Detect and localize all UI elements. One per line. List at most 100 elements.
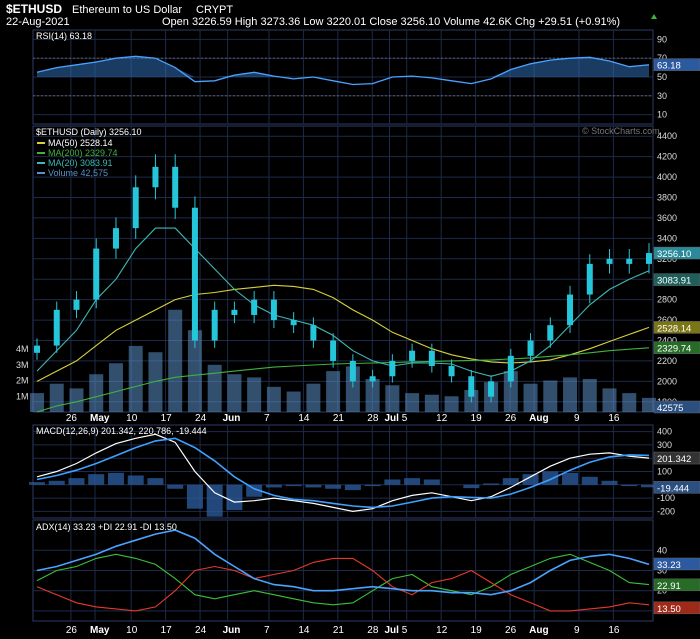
- y-tick-label: 2400: [657, 336, 677, 346]
- price-tag-ma200: 2329.74: [657, 344, 691, 355]
- volume-bar: [582, 378, 597, 412]
- legend-entry: MA(50) 2528.14: [48, 138, 113, 148]
- volume-bar: [444, 396, 459, 412]
- minus-di-tag-bg: [653, 601, 700, 615]
- price-candle: [567, 294, 574, 326]
- price-tag-ma200-bg: [653, 341, 700, 354]
- x-tick-label: 5: [402, 413, 408, 424]
- rsi-line: [36, 55, 650, 86]
- symbol-label: $ETHUSD: [6, 2, 62, 16]
- macd-hist-tag-bg: [653, 481, 700, 494]
- price-candle: [507, 355, 514, 382]
- y-tick-label: 4000: [657, 172, 677, 182]
- y-tick-label: 400: [657, 427, 672, 437]
- volume-bar: [108, 363, 123, 412]
- price-candle: [310, 325, 317, 341]
- ma20-line: [36, 227, 650, 377]
- x-tick-label: 19: [471, 413, 483, 424]
- macd-histogram-bar: [463, 484, 480, 489]
- macd-histogram-bar: [48, 480, 65, 485]
- x-axis-upper: 26 May 10 17 24 Jun 7 14 21 28 Jul 5 12 19 26 Aug 9 16: [66, 413, 620, 424]
- x-tick-label: 10: [126, 625, 138, 636]
- x-tick-label: Jul: [385, 625, 400, 636]
- price-candle: [290, 320, 297, 326]
- x-tick-label: 12: [436, 625, 448, 636]
- rsi-title: RSI(14) 63.18: [36, 31, 92, 41]
- macd-histogram-bar: [404, 478, 421, 485]
- legend-entry: Volume 42,575: [48, 168, 108, 178]
- price-tag-close: 3256.10: [657, 249, 691, 260]
- price-candle: [132, 187, 139, 229]
- price-candle: [428, 350, 435, 367]
- y-tick-label: 30: [657, 91, 667, 101]
- x-tick-label: Jun: [223, 413, 241, 424]
- y-tick-label: 2600: [657, 315, 677, 325]
- price-candle: [488, 381, 495, 397]
- y-tick-label: 3800: [657, 193, 677, 203]
- y-tick-label: 30: [657, 566, 667, 576]
- price-candle: [448, 366, 455, 377]
- y-tick-label: 90: [657, 34, 667, 44]
- minus-di-line: [36, 557, 650, 612]
- panel-frame: [32, 125, 654, 413]
- x-tick-label: 16: [608, 625, 620, 636]
- price-candle: [586, 263, 593, 295]
- x-tick-label: 14: [298, 625, 310, 636]
- volume-bar: [168, 309, 183, 412]
- macd-histogram-bar: [226, 484, 243, 511]
- instrument-name: Ethereum to US Dollar: [72, 4, 182, 16]
- rsi-value-tag-bg: [653, 58, 700, 71]
- price-candle: [626, 258, 633, 264]
- x-tick-label: 12: [436, 413, 448, 424]
- macd-histogram-bar: [581, 476, 598, 485]
- x-tick-label: 16: [608, 413, 620, 424]
- x-tick-label: 26: [505, 413, 517, 424]
- ohlc-summary: Open 3226.59 High 3273.36 Low 3220.01 Cl…: [162, 16, 620, 28]
- adx-title: ADX(14) 33.23 +DI 22.91 -DI 13.50: [36, 522, 177, 532]
- price-candle: [152, 166, 159, 188]
- macd-histogram-bar: [206, 484, 223, 517]
- price-tag-volume-bg: [653, 400, 700, 414]
- legend-entry: MA(20) 3083.91: [48, 158, 113, 168]
- macd-histogram-bar: [167, 484, 184, 489]
- x-tick-label: Jun: [223, 625, 241, 636]
- volume-bar: [345, 366, 360, 412]
- date-label: 22-Aug-2021: [6, 16, 70, 28]
- macd-histogram-bar: [29, 482, 45, 485]
- volume-bar: [148, 352, 163, 412]
- price-tag-volume: 42575: [657, 403, 683, 414]
- x-tick-label: 7: [264, 625, 270, 636]
- volume-bar: [543, 380, 558, 412]
- volume-bar: [642, 397, 656, 412]
- y-tick-label: 40: [657, 545, 667, 555]
- y-tick-label: -200: [657, 506, 675, 516]
- macd-histogram-bar: [621, 484, 638, 487]
- x-tick-label: 19: [471, 625, 483, 636]
- adx-line: [36, 529, 650, 596]
- volume-tick-label: 2M: [16, 376, 29, 386]
- price-tag-ma20: 3083.91: [657, 276, 691, 287]
- x-tick-label: 28: [367, 413, 379, 424]
- volume-bar: [69, 388, 84, 412]
- x-tick-label: Aug: [529, 413, 548, 424]
- x-tick-label: 7: [264, 413, 270, 424]
- macd-histogram-bar: [147, 478, 164, 485]
- x-tick-label: 10: [126, 413, 138, 424]
- price-candle: [53, 309, 60, 346]
- volume-bar: [227, 374, 242, 412]
- price-candle: [211, 309, 218, 341]
- price-candle: [270, 299, 277, 321]
- price-candle: [389, 360, 396, 377]
- x-tick-label: 24: [195, 625, 207, 636]
- x-tick-label: 17: [161, 413, 173, 424]
- volume-bar: [187, 330, 202, 412]
- volume-bar: [503, 371, 518, 412]
- adx-tag-bg: [653, 557, 700, 571]
- y-tick-label: 2800: [657, 295, 677, 305]
- macd-histogram-bar: [88, 474, 105, 485]
- price-candle: [409, 350, 416, 361]
- price-candle: [606, 258, 613, 264]
- volume-bar: [306, 383, 321, 412]
- volume-bar: [286, 391, 301, 412]
- macd-histogram-bar: [601, 480, 618, 485]
